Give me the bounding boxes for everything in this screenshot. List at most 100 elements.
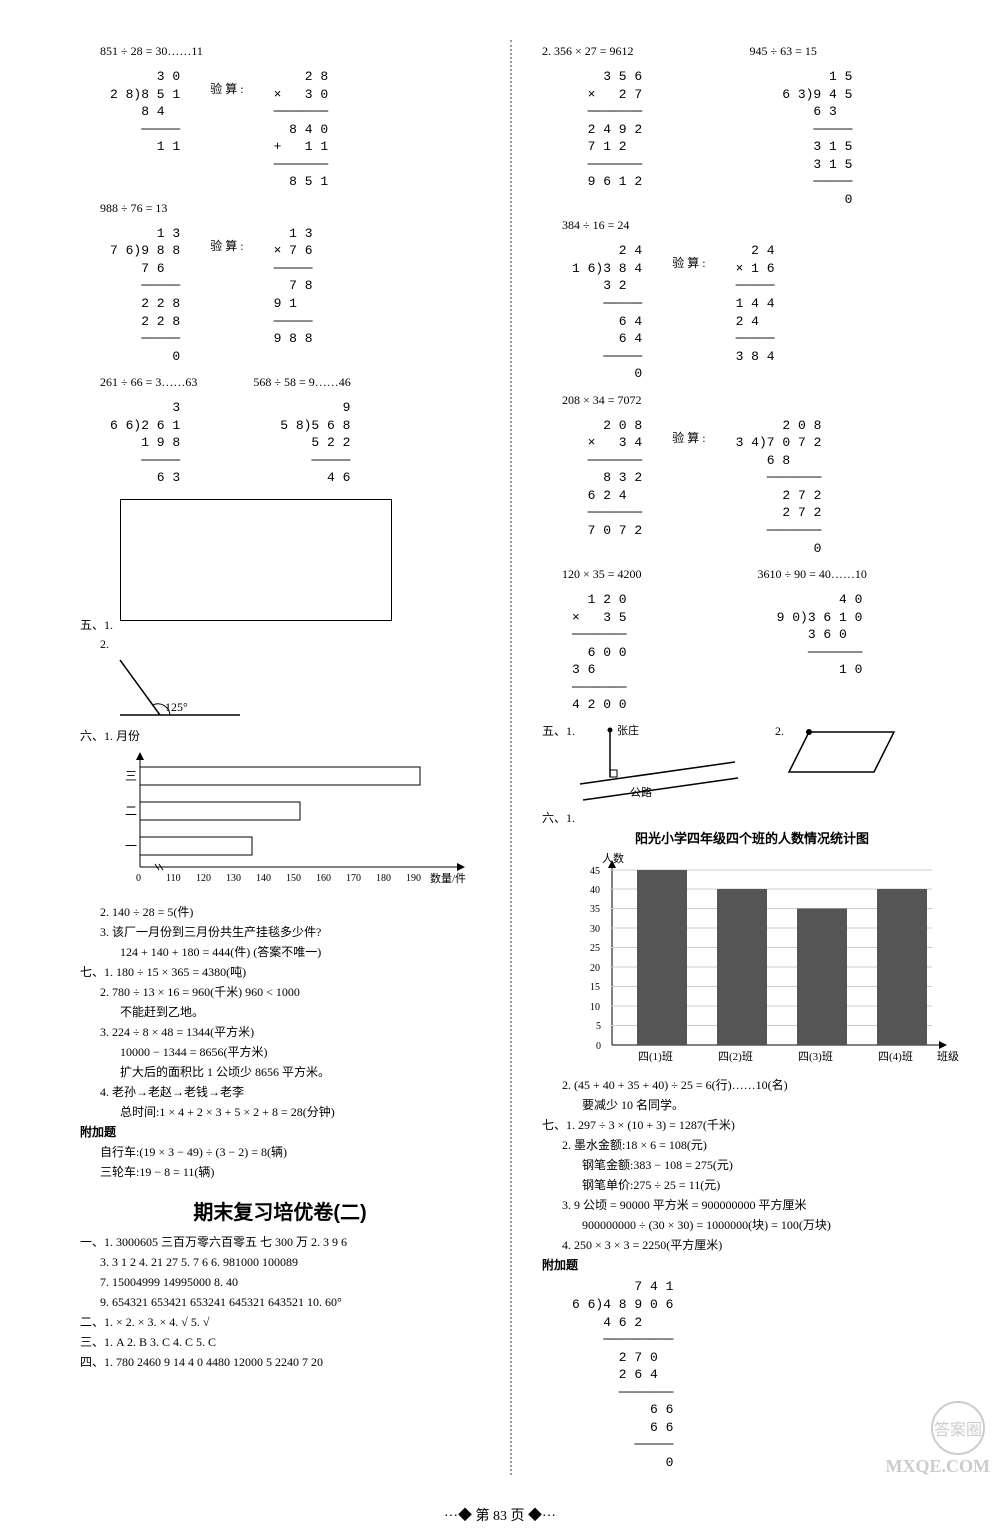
calc-block: 1 3 7 6)9 8 8 7 6 ───── 2 2 8 2 2 8 ────… [110, 225, 480, 365]
svg-text:班级: 班级 [937, 1050, 959, 1063]
test-title: 期末复习培优卷(二) [80, 1196, 480, 1225]
calc-block: 2 0 8 × 3 4 ─────── 8 3 2 6 2 4 ─────── … [572, 417, 962, 557]
answer-line: 3. 3 1 2 4. 21 27 5. 7 6 6. 981000 10008… [80, 1253, 480, 1271]
section-label: 六、1. [80, 729, 113, 743]
section-label: 五、1. [80, 618, 113, 632]
vertical-mult: 1 2 0 × 3 5 ─────── 6 0 0 3 6 ─────── 4 … [572, 591, 627, 714]
svg-text:120: 120 [196, 873, 211, 884]
answer-line: 3. 9 公顷 = 90000 平方米 = 900000000 平方厘米 [542, 1196, 962, 1214]
long-division: 4 0 9 0)3 6 1 0 3 6 0 ─────── 1 0 [777, 591, 863, 679]
svg-text:二: 二 [125, 804, 137, 818]
svg-text:40: 40 [590, 885, 600, 896]
svg-text:30: 30 [590, 924, 600, 935]
svg-text:110: 110 [166, 873, 181, 884]
equation: 3610 ÷ 90 = 40……10 [758, 567, 867, 581]
answer-line: 2. (45 + 40 + 35 + 40) ÷ 25 = 6(行)……10(名… [542, 1076, 962, 1094]
equation: 945 ÷ 63 = 15 [750, 44, 817, 58]
calc-block: 3 5 6 × 2 7 ─────── 2 4 9 2 7 1 2 ──────… [572, 68, 962, 208]
answer-line: 二、1. × 2. × 3. × 4. √ 5. √ [80, 1313, 480, 1331]
watermark-text: MXQE.COM [886, 1456, 990, 1477]
svg-text:35: 35 [590, 904, 600, 915]
answer-line: 3. 该厂一月份到三月份共生产挂毯多少件? [80, 923, 480, 941]
svg-text:190: 190 [406, 873, 421, 884]
svg-text:5: 5 [596, 1021, 601, 1032]
svg-text:25: 25 [590, 943, 600, 954]
vertical-bar-chart: 人数 0 5 10 15 20 25 30 35 40 45 [562, 850, 962, 1070]
answer-line: 10000 − 1344 = 8656(平方米) [80, 1043, 480, 1061]
svg-text:170: 170 [346, 873, 361, 884]
vertical-mult: 3 5 6 × 2 7 ─────── 2 4 9 2 7 1 2 ──────… [572, 68, 642, 191]
equation-row: 120 × 35 = 4200 3610 ÷ 90 = 40……10 [542, 565, 962, 583]
equation-row: 261 ÷ 66 = 3……63 568 ÷ 58 = 9……46 [80, 373, 480, 391]
svg-text:0: 0 [596, 1041, 601, 1052]
right-column: 2. 356 × 27 = 9612 945 ÷ 63 = 15 3 5 6 ×… [542, 40, 962, 1475]
equation: 2. 356 × 27 = 9612 [542, 44, 634, 58]
equation: 261 ÷ 66 = 3……63 [100, 375, 197, 389]
svg-text:数量/件: 数量/件 [430, 872, 466, 885]
answer-line: 3. 224 ÷ 8 × 48 = 1344(平方米) [80, 1023, 480, 1041]
svg-text:四(3)班: 四(3)班 [798, 1050, 833, 1063]
long-division: 1 5 6 3)9 4 5 6 3 ───── 3 1 5 3 1 5 ────… [782, 68, 852, 208]
vertical-mult: 1 3 × 7 6 ───── 7 8 9 1 ───── 9 8 8 [274, 225, 313, 348]
perpendicular-diagram: 张庄 公路 [575, 722, 745, 807]
svg-text:四(1)班: 四(1)班 [638, 1050, 673, 1063]
answer-line: 9. 654321 653421 653241 645321 643521 10… [80, 1293, 480, 1311]
answer-line: 钢笔金额:383 − 108 = 275(元) [542, 1156, 962, 1174]
answer-line: 2. 墨水金额:18 × 6 = 108(元) [542, 1136, 962, 1154]
section-5: 五、1. [80, 495, 480, 633]
answer-line: 钢笔单价:275 ÷ 25 = 11(元) [542, 1176, 962, 1194]
svg-text:15: 15 [590, 982, 600, 993]
equation: 384 ÷ 16 = 24 [542, 216, 962, 234]
long-division: 2 0 8 3 4)7 0 7 2 6 8 ─────── 2 7 2 2 7 … [736, 417, 822, 557]
calc-block: 2 4 1 6)3 8 4 3 2 ───── 6 4 6 4 ───── 0 … [572, 242, 962, 382]
answer-line: 自行车:(19 × 3 − 49) ÷ (3 − 2) = 8(辆) [80, 1143, 480, 1161]
answer-line: 扩大后的面积比 1 公顷少 8656 平方米。 [80, 1063, 480, 1081]
section-label: 六、1. [542, 809, 962, 827]
svg-text:三: 三 [125, 769, 137, 783]
equation: 120 × 35 = 4200 [542, 567, 642, 581]
svg-text:160: 160 [316, 873, 331, 884]
svg-text:150: 150 [286, 873, 301, 884]
svg-text:130: 130 [226, 873, 241, 884]
answer-line: 1. 297 ÷ 3 × (10 + 3) = 1287(千米) [566, 1118, 735, 1132]
vertical-mult: 2 0 8 × 3 4 ─────── 8 3 2 6 2 4 ─────── … [572, 417, 642, 540]
horizontal-bar-chart: 三 二 一 0 110 120 130 140 150 160 170 180 … [100, 747, 480, 897]
column-divider [510, 40, 512, 1475]
long-division: 3 6 6)2 6 1 1 9 8 ───── 6 3 [110, 399, 180, 487]
svg-text:张庄: 张庄 [617, 723, 639, 737]
svg-text:10: 10 [590, 1002, 600, 1013]
svg-text:180: 180 [376, 873, 391, 884]
long-division: 7 4 1 6 6)4 8 9 0 6 4 6 2 ───────── 2 7 … [572, 1278, 962, 1471]
page-footer: ···◆ 第 83 页 ◆··· [0, 1495, 1000, 1535]
vertical-mult: 2 4 × 1 6 ───── 1 4 4 2 4 ───── 3 8 4 [736, 242, 775, 365]
angle-diagram: 125° [110, 655, 250, 725]
section-label: 五、1. [542, 722, 575, 740]
equation: 208 × 34 = 7072 [542, 391, 962, 409]
extra-label: 附加题 [80, 1123, 480, 1141]
section-7: 七、1. 297 ÷ 3 × (10 + 3) = 1287(千米) [542, 1116, 962, 1134]
calc-block: 3 6 6)2 6 1 1 9 8 ───── 6 3 9 5 8)5 6 8 … [110, 399, 480, 487]
answer-line: 要减少 10 名同学。 [542, 1096, 962, 1114]
equation: 851 ÷ 28 = 30……11 [80, 42, 480, 60]
answer-line: 4. 老孙→老赵→老钱→老李 [80, 1083, 480, 1101]
answer-line: 三、1. A 2. B 3. C 4. C 5. C [80, 1333, 480, 1351]
section-label: 七、 [80, 965, 104, 979]
answer-line: 一、1. 3000605 三百万零六百零五 七 300 万 2. 3 9 6 [80, 1233, 480, 1251]
left-column: 851 ÷ 28 = 30……11 3 0 2 8)8 5 1 8 4 ────… [80, 40, 480, 1475]
angle-label: 125° [165, 700, 188, 714]
equation-row: 2. 356 × 27 = 9612 945 ÷ 63 = 15 [542, 42, 962, 60]
item-label: 2. [80, 635, 480, 653]
section-6: 六、1. 月份 [80, 727, 480, 745]
section-5: 五、1. 张庄 公路 2. [542, 722, 962, 807]
svg-text:45: 45 [590, 866, 600, 877]
answer-line: 1. 180 ÷ 15 × 365 = 4380(吨) [104, 965, 246, 979]
answer-line: 900000000 ÷ (30 × 30) = 1000000(块) = 100… [542, 1216, 962, 1234]
long-division: 2 4 1 6)3 8 4 3 2 ───── 6 4 6 4 ───── 0 [572, 242, 642, 382]
chart-title: 阳光小学四年级四个班的人数情况统计图 [542, 829, 962, 849]
extra-label: 附加题 [542, 1256, 962, 1274]
empty-answer-box [120, 499, 392, 621]
section-label: 七、 [542, 1118, 566, 1132]
answer-line: 2. 140 ÷ 28 = 5(件) [80, 903, 480, 921]
long-division: 9 5 8)5 6 8 5 2 2 ───── 4 6 [280, 399, 350, 487]
long-division: 3 0 2 8)8 5 1 8 4 ───── 1 1 [110, 68, 180, 156]
